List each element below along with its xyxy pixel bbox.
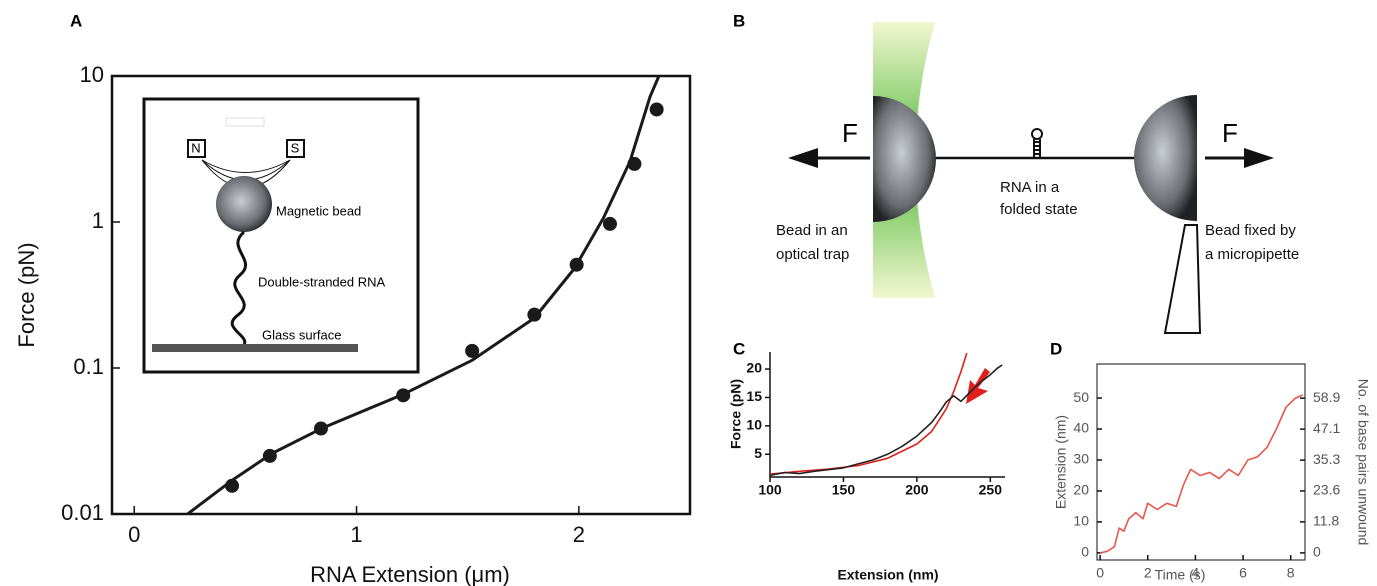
x-tick-label: 1 xyxy=(350,522,362,547)
y2-tick-label: 35.3 xyxy=(1313,451,1340,467)
arrow xyxy=(966,368,990,404)
y-tick-label: 15 xyxy=(746,388,762,404)
y2-tick-label: 23.6 xyxy=(1313,482,1340,498)
arrow-head xyxy=(1244,148,1274,168)
x-tick-label: 0 xyxy=(1096,565,1104,581)
x-tick-label: 8 xyxy=(1287,565,1295,581)
y-axis-label: Force (pN) xyxy=(14,242,39,347)
caption: a micropipette xyxy=(1205,246,1299,263)
annotation: Double-stranded RNA xyxy=(258,274,386,289)
y-axis-label: Extension (nm) xyxy=(1053,415,1069,509)
glass-surface xyxy=(152,344,358,352)
x-tick-label: 2 xyxy=(1144,565,1152,581)
caption: Bead fixed by xyxy=(1205,222,1296,239)
series-line xyxy=(1099,394,1303,554)
x-tick-label: 200 xyxy=(905,482,929,498)
x-axis-label: Time (s) xyxy=(1155,567,1206,583)
y-tick-label: 0.01 xyxy=(61,500,104,525)
y-tick-label: 40 xyxy=(1073,420,1089,436)
rna xyxy=(230,230,248,346)
x-tick-label: 100 xyxy=(758,482,782,498)
x-tick-label: 2 xyxy=(573,522,585,547)
y-tick-label: 1 xyxy=(92,208,104,233)
annotation: Glass surface xyxy=(262,327,341,342)
x-tick-label: 4 xyxy=(1192,565,1200,581)
plot-frame xyxy=(110,74,692,516)
magnetic-bead xyxy=(216,176,272,232)
caption: RNA in a xyxy=(1000,179,1060,196)
x-tick-label: 0 xyxy=(128,522,140,547)
x-axis-label: RNA Extension (μm) xyxy=(310,562,510,586)
x-tick-label: 6 xyxy=(1239,565,1247,581)
y-axis-label: Force (pN) xyxy=(728,379,744,449)
panel-label: B xyxy=(733,11,745,30)
panel-label: C xyxy=(733,339,745,358)
panel-label: A xyxy=(70,11,82,30)
decoration xyxy=(225,117,265,127)
x-tick-label: 250 xyxy=(979,482,1003,498)
point xyxy=(465,343,480,358)
series-line xyxy=(186,75,661,516)
magnet xyxy=(187,139,206,158)
point xyxy=(649,102,664,117)
annotation: N xyxy=(191,140,200,155)
point xyxy=(602,216,617,231)
y-tick-label: 20 xyxy=(1073,482,1089,498)
plot-frame xyxy=(1096,363,1306,561)
y2-axis-label: No. of base pairs unwound xyxy=(1355,379,1371,546)
series-line xyxy=(769,364,1003,477)
y-tick-label: 10 xyxy=(1073,513,1089,529)
y-tick-label: 0 xyxy=(1081,544,1089,560)
micropipette xyxy=(1163,224,1202,334)
y-tick-label: 10 xyxy=(746,417,762,433)
point xyxy=(527,307,542,322)
y-tick-label: 0.1 xyxy=(73,354,104,379)
caption: folded state xyxy=(1000,201,1078,218)
arrow-head xyxy=(788,148,818,168)
magnet xyxy=(286,139,305,158)
y-tick-label: 50 xyxy=(1073,389,1089,405)
y2-tick-label: 0 xyxy=(1313,544,1321,560)
x-tick-label: 150 xyxy=(832,482,856,498)
force-label: F xyxy=(842,118,858,148)
y2-tick-label: 58.9 xyxy=(1313,389,1340,405)
left-bead xyxy=(873,96,936,222)
y2-tick-label: 11.8 xyxy=(1313,513,1339,529)
diagram: B F F Bead in an optical trap RNA in a f… xyxy=(733,11,1299,334)
series-line xyxy=(769,352,968,475)
annotation: Magnetic bead xyxy=(276,203,361,218)
inset: N S Magnetic bead Double-stranded RNA Gl… xyxy=(142,97,420,374)
force-label: F xyxy=(1222,118,1238,148)
caption: optical trap xyxy=(776,246,849,263)
panel-label: D xyxy=(1050,339,1062,358)
right-bead xyxy=(1134,95,1197,221)
y2-tick-label: 47.1 xyxy=(1313,420,1340,436)
y-tick-label: 20 xyxy=(746,360,762,376)
x-axis-label: Extension (nm) xyxy=(837,567,938,583)
y-tick-label: 10 xyxy=(80,62,104,87)
y-tick-label: 5 xyxy=(754,445,762,461)
hairpin xyxy=(1031,128,1043,158)
annotation: S xyxy=(291,140,300,155)
caption: Bead in an xyxy=(776,222,848,239)
y-tick-label: 30 xyxy=(1073,451,1089,467)
